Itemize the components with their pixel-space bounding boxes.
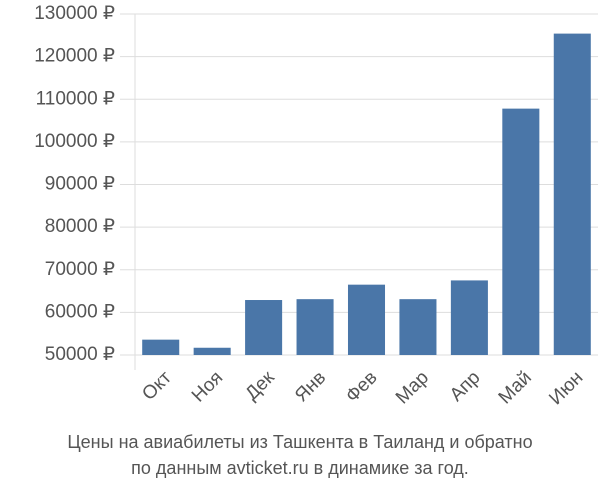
bar bbox=[347, 284, 386, 355]
x-tick-label: Май bbox=[495, 367, 536, 408]
y-tick-label: 110000 ₽ bbox=[36, 88, 115, 109]
y-tick-label: 100000 ₽ bbox=[34, 131, 115, 152]
y-tick-label: 70000 ₽ bbox=[45, 259, 115, 280]
y-tick-label: 50000 ₽ bbox=[45, 344, 115, 365]
x-tick-label: Июн bbox=[545, 367, 587, 409]
bar bbox=[553, 33, 591, 356]
y-tick-label: 130000 ₽ bbox=[34, 3, 115, 24]
bar bbox=[245, 300, 283, 355]
x-tick-label: Фев bbox=[342, 367, 382, 407]
x-tick-label: Дек bbox=[241, 367, 279, 405]
bar bbox=[450, 280, 488, 355]
y-tick-label: 90000 ₽ bbox=[45, 174, 115, 195]
chart-title: Цены на авиабилеты из Ташкента в Таиланд… bbox=[67, 432, 532, 452]
y-tick-label: 120000 ₽ bbox=[34, 46, 115, 67]
y-tick-label: 80000 ₽ bbox=[45, 216, 115, 237]
x-tick-label: Ноя bbox=[188, 367, 227, 406]
bar bbox=[399, 299, 437, 355]
chart-subtitle: по данным avticket.ru в динамике за год. bbox=[131, 458, 469, 478]
x-tick-label: Апр bbox=[446, 367, 485, 406]
x-tick-label: Янв bbox=[291, 367, 330, 406]
bar bbox=[193, 347, 231, 355]
x-tick-label: Окт bbox=[138, 367, 176, 405]
y-tick-label: 60000 ₽ bbox=[45, 301, 115, 322]
bar bbox=[296, 299, 334, 355]
x-tick-label: Мар bbox=[392, 367, 433, 408]
bar bbox=[142, 339, 180, 355]
bar bbox=[502, 108, 540, 355]
